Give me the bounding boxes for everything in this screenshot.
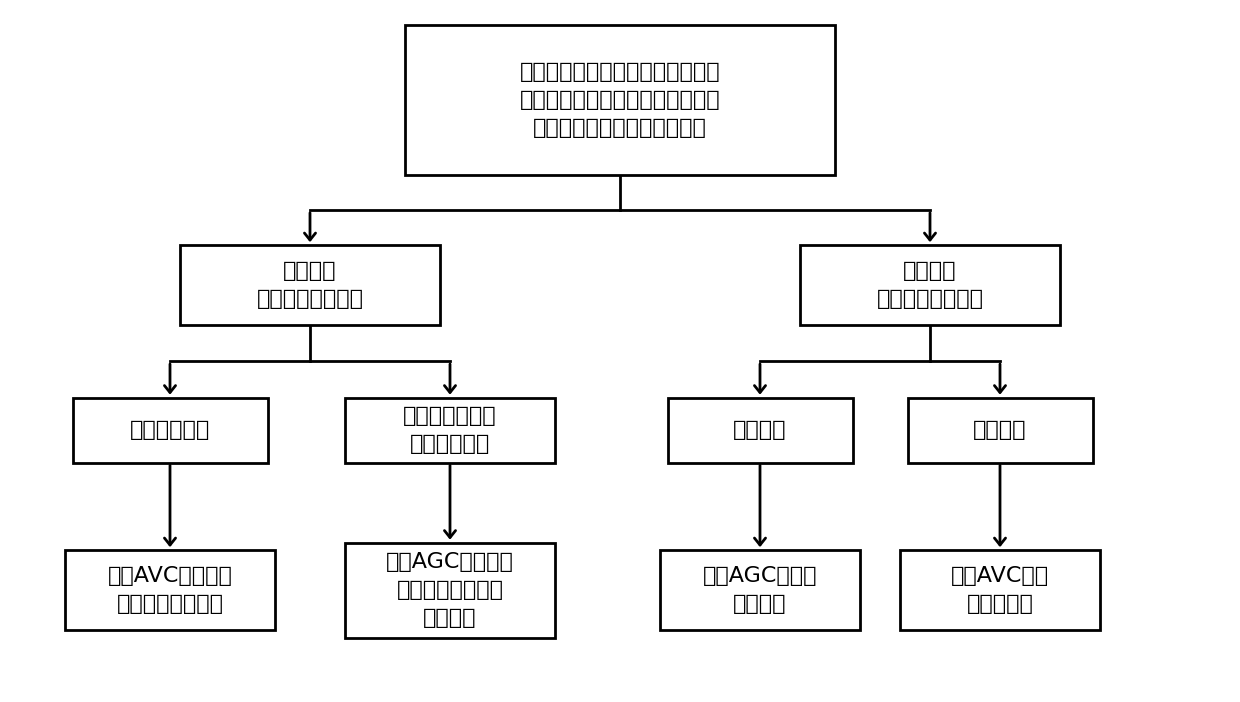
Bar [180, 245, 440, 325]
Bar [345, 543, 556, 637]
Bar [667, 397, 853, 463]
Bar [900, 550, 1100, 630]
Text: 基于AVC的预
防控制闭环: 基于AVC的预 防控制闭环 [951, 566, 1049, 614]
Text: 母线电压越限: 母线电压越限 [130, 420, 210, 440]
Bar [660, 550, 861, 630]
Bar [64, 550, 275, 630]
Text: 电压失稳: 电压失稳 [973, 420, 1027, 440]
Bar [72, 397, 268, 463]
Text: 区域电网
预想故障安全分析: 区域电网 预想故障安全分析 [877, 261, 983, 309]
Text: 根据需求选取区域电网模型及其状
态估计数据或全网模型及其状态估
计数据，作为计算用在线数据: 根据需求选取区域电网模型及其状 态估计数据或全网模型及其状态估 计数据，作为计算… [520, 62, 720, 138]
Bar [800, 245, 1060, 325]
Bar [908, 397, 1092, 463]
Text: 基于AGC的预防
控制闭环: 基于AGC的预防 控制闭环 [703, 566, 817, 614]
Text: 基于AGC和负荷批
量控制功能的紧急
闭环控制: 基于AGC和负荷批 量控制功能的紧急 闭环控制 [386, 552, 513, 628]
Text: 基于AVC的的电压
安全紧急闭环控制: 基于AVC的的电压 安全紧急闭环控制 [108, 566, 232, 614]
Bar [405, 25, 835, 175]
Bar [345, 397, 556, 463]
Text: 功角失稳: 功角失稳 [733, 420, 786, 440]
Text: 频率、线路、主
变、断面越限: 频率、线路、主 变、断面越限 [403, 406, 497, 454]
Text: 区域电网
实时故障安全分析: 区域电网 实时故障安全分析 [257, 261, 363, 309]
